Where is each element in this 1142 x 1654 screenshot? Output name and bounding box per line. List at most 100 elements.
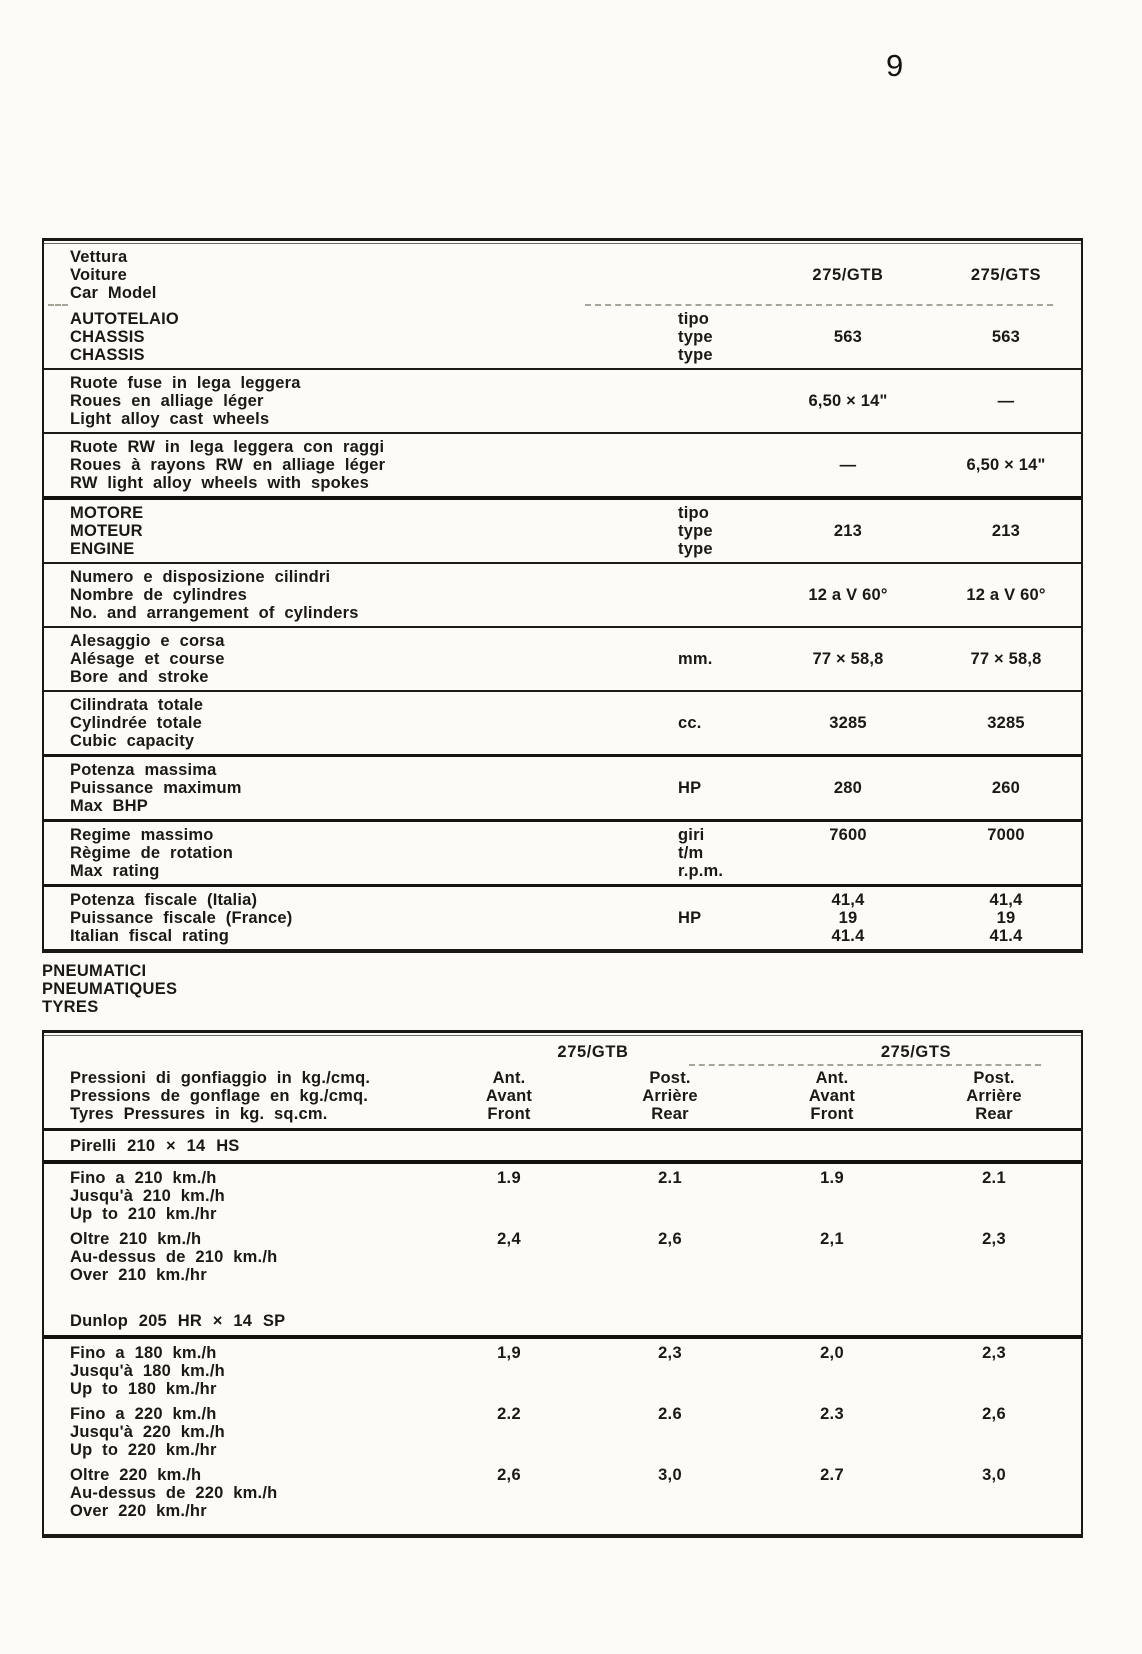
- spec-row-unit: [678, 568, 758, 622]
- text-line: Puissance maximum: [70, 779, 242, 797]
- text-line: 563: [991, 328, 1021, 346]
- text-line: Ruote fuse in lega leggera: [70, 374, 301, 392]
- text-line: CHASSIS: [70, 346, 145, 364]
- spec-row-label: Ruote RW in lega leggera con raggi Roues …: [44, 438, 678, 492]
- text-line: Fino a 220 km./h: [70, 1405, 217, 1423]
- tyre-value-gts-rear: 3,0: [982, 1466, 1006, 1484]
- text-line: 3285: [987, 714, 1025, 732]
- tyre-brand-heading-text: Pirelli 210 × 14 HS: [70, 1137, 240, 1155]
- text-line: MOTORE: [70, 504, 144, 522]
- tyre-row-label: Oltre 210 km./h Au-dessus de 210 km./h Ove…: [44, 1230, 432, 1284]
- text-line: Over 220 km./hr: [70, 1502, 207, 1520]
- spec-value-gtb: 563: [758, 310, 938, 364]
- tyre-gts-header: 275/GTS: [880, 1043, 952, 1061]
- spec-row-unit: HP: [678, 891, 758, 945]
- spec-table: Vettura Voiture Car Model 275/GTB 275/GTS …: [42, 238, 1083, 953]
- page-number: 9: [886, 48, 904, 83]
- spec-row-label: Ruote fuse in lega leggera Roues en allia…: [44, 374, 678, 428]
- spec-value-gts: 77 × 58,8: [938, 632, 1074, 686]
- text-line: RW light alloy wheels with spokes: [70, 474, 370, 492]
- text-line: Alesaggio e corsa: [70, 632, 225, 650]
- tyre-row-label: Fino a 180 km./h Jusqu'à 180 km./h Up to 1…: [44, 1344, 432, 1398]
- text-line: Fino a 180 km./h: [70, 1344, 217, 1362]
- text-line: Arrière: [642, 1087, 698, 1105]
- text-line: Over 210 km./hr: [70, 1266, 207, 1284]
- tyre-row: Fino a 220 km./h Jusqu'à 220 km./h Up to 2…: [44, 1400, 1081, 1461]
- text-line: Alésage et course: [70, 650, 225, 668]
- text-line: Front: [810, 1105, 854, 1123]
- tyre-value-gts-front: 2,1: [820, 1230, 844, 1248]
- text-line: Cylindrée totale: [70, 714, 202, 732]
- text-line: ENGINE: [70, 540, 135, 558]
- tyre-value-gtb-front: 1,9: [497, 1344, 521, 1362]
- text-line: 19: [838, 909, 858, 927]
- text-line: type: [678, 328, 713, 346]
- tyre-model-header-row: 275/GTB 275/GTS: [44, 1036, 1081, 1066]
- spec-row-unit: [678, 374, 758, 428]
- text-line: Rear: [651, 1105, 689, 1123]
- spec-value-gtb: 275/GTB: [758, 248, 938, 302]
- text-line: Max BHP: [70, 797, 148, 815]
- text-line: tipo: [678, 310, 710, 328]
- tyre-value-gts-rear: 2.1: [982, 1169, 1006, 1187]
- tyre-row: Fino a 180 km./h Jusqu'à 180 km./h Up to 1…: [44, 1339, 1081, 1400]
- text-line: Potenza fiscale (Italia): [70, 891, 258, 909]
- tyre-value-gts-front: 2,0: [820, 1344, 844, 1362]
- text-line: Ruote RW in lega leggera con raggi: [70, 438, 385, 456]
- tyre-value-gtb-rear: 3,0: [658, 1466, 682, 1484]
- tyre-value-gts-rear: 2,3: [982, 1230, 1006, 1248]
- text-line: Ant.: [815, 1069, 849, 1087]
- text-line: 77 × 58,8: [812, 650, 884, 668]
- text-line: Jusqu'à 180 km./h: [70, 1362, 225, 1380]
- spec-row-unit: giri t/m r.p.m.: [678, 826, 758, 880]
- spec-value-gtb: 41,4 19 41.4: [758, 891, 938, 945]
- tyre-row-label: Fino a 220 km./h Jusqu'à 220 km./h Up to 2…: [44, 1405, 432, 1459]
- text-line: 3285: [829, 714, 867, 732]
- text-line: Max rating: [70, 862, 160, 880]
- tyre-value-gtb-rear: 2.6: [658, 1405, 682, 1423]
- text-line: Voiture: [70, 266, 128, 284]
- tyre-value-gtb-front: 2,6: [497, 1466, 521, 1484]
- spec-row-label: AUTOTELAIO CHASSIS CHASSIS: [44, 310, 678, 364]
- spec-table-body: Vettura Voiture Car Model 275/GTB 275/GTS …: [44, 244, 1081, 949]
- text-line: 41,4: [989, 891, 1023, 909]
- text-line: Oltre 220 km./h: [70, 1466, 202, 1484]
- text-line: Vettura: [70, 248, 128, 266]
- tyre-brand-heading: Dunlop 205 HR × 14 SP: [44, 1306, 1081, 1339]
- tyre-value-gtb-front: 2.2: [497, 1405, 521, 1423]
- spec-row: Ruote fuse in lega leggera Roues en allia…: [44, 370, 1081, 434]
- text-line: 41.4: [831, 927, 865, 945]
- text-line: 563: [833, 328, 863, 346]
- text-line: 275/GTS: [970, 266, 1042, 284]
- text-line: 6,50 × 14": [808, 392, 888, 410]
- tyres-heading-line-it: PNEUMATICI: [42, 962, 147, 980]
- tyre-table-body: Pirelli 210 × 14 HS Fino a 210 km./h Jusq…: [44, 1131, 1081, 1522]
- text-line: mm.: [678, 650, 713, 668]
- text-line: 77 × 58,8: [970, 650, 1042, 668]
- spec-row-label: Regime massimo Règime de rotation Max rati…: [44, 826, 678, 880]
- text-line: 275/GTB: [812, 266, 884, 284]
- spec-row-label: Potenza fiscale (Italia) Puissance fiscal…: [44, 891, 678, 945]
- spec-row-unit: tipo type type: [678, 310, 758, 364]
- tyre-brand-heading: Pirelli 210 × 14 HS: [44, 1131, 1081, 1164]
- spec-value-gts: 260: [938, 761, 1074, 815]
- spec-value-gtb: 213: [758, 504, 938, 558]
- tyre-brand-heading-text: Dunlop 205 HR × 14 SP: [70, 1312, 286, 1330]
- text-line: CHASSIS: [70, 328, 145, 346]
- pressure-label-fr: Pressions de gonflage en kg./cmq.: [70, 1087, 369, 1105]
- spec-value-gts: 275/GTS: [938, 248, 1074, 302]
- text-line: —: [997, 392, 1015, 410]
- text-line: r.p.m.: [678, 862, 724, 880]
- spec-row-label: Potenza massima Puissance maximum Max BHP: [44, 761, 678, 815]
- tyre-row: Fino a 210 km./h Jusqu'à 210 km./h Up to 2…: [44, 1164, 1081, 1225]
- spec-row-label: Cilindrata totale Cylindrée totale Cubic c…: [44, 696, 678, 750]
- text-line: Up to 220 km./hr: [70, 1441, 217, 1459]
- spec-value-gts: 563: [938, 310, 1074, 364]
- text-line: Règime de rotation: [70, 844, 234, 862]
- text-line: 12 a V 60°: [808, 586, 888, 604]
- text-line: Potenza massima: [70, 761, 217, 779]
- text-line: HP: [678, 909, 702, 927]
- text-line: t/m: [678, 844, 704, 862]
- text-line: Cubic capacity: [70, 732, 195, 750]
